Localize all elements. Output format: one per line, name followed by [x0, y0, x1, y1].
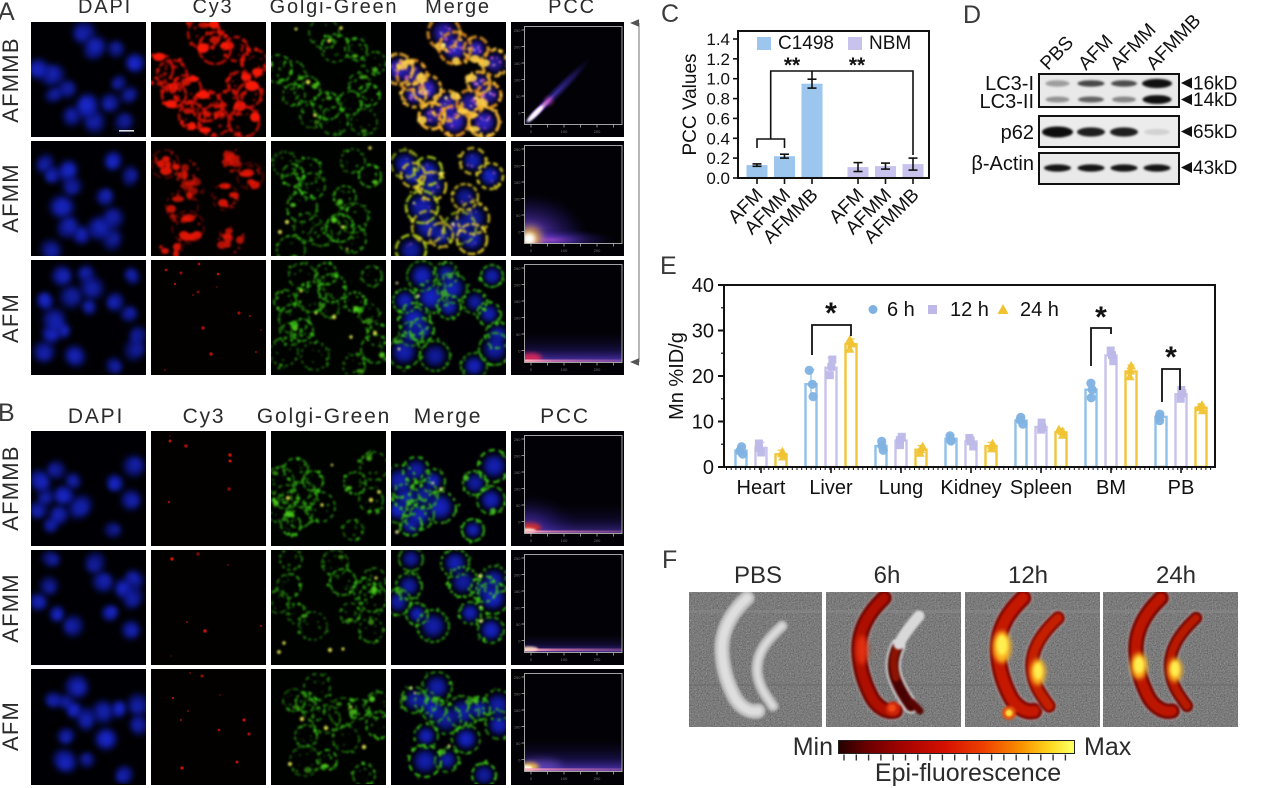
svg-text:**: **	[784, 54, 801, 77]
svg-text:24 h: 24 h	[1020, 299, 1059, 321]
svg-text:10: 10	[692, 412, 714, 434]
svg-text:*: *	[1165, 341, 1177, 374]
svg-text:0.4: 0.4	[706, 129, 730, 148]
svg-text:150: 150	[514, 470, 521, 475]
svg-text:200: 200	[594, 367, 601, 372]
svg-text:30: 30	[692, 321, 714, 343]
svg-text:250: 250	[514, 675, 521, 680]
svg-text:Mn %ID/g: Mn %ID/g	[666, 332, 688, 420]
svg-text:150: 150	[514, 589, 521, 594]
svg-text:50: 50	[516, 213, 521, 218]
svg-text:250: 250	[514, 556, 521, 561]
svg-text:50: 50	[516, 741, 521, 746]
svg-text:200: 200	[514, 691, 521, 696]
svg-text:65kD: 65kD	[1193, 122, 1237, 143]
svg-text:**: **	[849, 54, 866, 77]
svg-text:Kidney: Kidney	[940, 477, 1001, 499]
svg-text:β-Actin: β-Actin	[971, 153, 1034, 175]
svg-text:100: 100	[514, 196, 521, 201]
svg-text:100: 100	[561, 129, 568, 134]
svg-text:BM: BM	[1096, 477, 1126, 499]
svg-text:250: 250	[514, 147, 521, 152]
svg-text:Lung: Lung	[879, 477, 924, 499]
svg-text:100: 100	[514, 77, 521, 82]
svg-text:200: 200	[594, 248, 601, 253]
svg-text:Heart: Heart	[737, 477, 786, 499]
svg-text:250: 250	[514, 437, 521, 442]
svg-text:PBS: PBS	[1036, 33, 1078, 75]
svg-text:100: 100	[514, 724, 521, 729]
svg-text:43kD: 43kD	[1193, 158, 1237, 179]
svg-text:0.0: 0.0	[706, 169, 730, 188]
svg-text:50: 50	[516, 94, 521, 99]
svg-text:50: 50	[516, 332, 521, 337]
svg-text:200: 200	[594, 538, 601, 543]
svg-text:150: 150	[514, 180, 521, 185]
svg-text:PB: PB	[1168, 477, 1195, 499]
svg-text:200: 200	[514, 282, 521, 287]
svg-text:100: 100	[514, 605, 521, 610]
svg-text:100: 100	[561, 776, 568, 781]
svg-text:200: 200	[594, 776, 601, 781]
svg-text:100: 100	[561, 248, 568, 253]
svg-text:0.2: 0.2	[706, 149, 730, 168]
svg-text:150: 150	[514, 61, 521, 66]
svg-text:150: 150	[514, 708, 521, 713]
svg-text:6 h: 6 h	[887, 299, 915, 321]
svg-text:12 h: 12 h	[950, 299, 989, 321]
svg-text:LC3-II: LC3-II	[980, 91, 1034, 113]
svg-text:p62: p62	[1001, 122, 1034, 144]
svg-text:200: 200	[514, 44, 521, 49]
svg-text:1.0: 1.0	[706, 70, 730, 89]
svg-text:0.6: 0.6	[706, 109, 730, 128]
svg-text:0.8: 0.8	[706, 90, 730, 109]
svg-text:NBM: NBM	[869, 33, 911, 54]
svg-text:PCC Values: PCC Values	[680, 53, 701, 155]
svg-text:AFM: AFM	[1074, 31, 1117, 74]
svg-text:20: 20	[692, 366, 714, 388]
svg-text:250: 250	[514, 266, 521, 271]
svg-text:C1498: C1498	[778, 33, 834, 54]
svg-text:14kD: 14kD	[1193, 90, 1237, 111]
svg-text:100: 100	[561, 538, 568, 543]
svg-text:50: 50	[516, 503, 521, 508]
svg-text:40: 40	[692, 275, 714, 297]
svg-text:Liver: Liver	[809, 477, 853, 499]
svg-text:1.4: 1.4	[706, 30, 730, 49]
svg-text:*: *	[825, 297, 837, 330]
svg-text:1.2: 1.2	[706, 50, 730, 69]
svg-text:Spleen: Spleen	[1010, 477, 1072, 499]
svg-text:100: 100	[561, 367, 568, 372]
svg-text:200: 200	[514, 572, 521, 577]
svg-text:*: *	[1095, 301, 1107, 334]
svg-text:100: 100	[561, 657, 568, 662]
svg-text:150: 150	[514, 299, 521, 304]
svg-text:200: 200	[594, 129, 601, 134]
svg-text:100: 100	[514, 486, 521, 491]
svg-text:0: 0	[703, 457, 714, 479]
svg-text:200: 200	[514, 163, 521, 168]
svg-text:50: 50	[516, 622, 521, 627]
svg-text:200: 200	[594, 657, 601, 662]
svg-text:200: 200	[514, 453, 521, 458]
svg-text:250: 250	[514, 28, 521, 33]
svg-text:100: 100	[514, 315, 521, 320]
